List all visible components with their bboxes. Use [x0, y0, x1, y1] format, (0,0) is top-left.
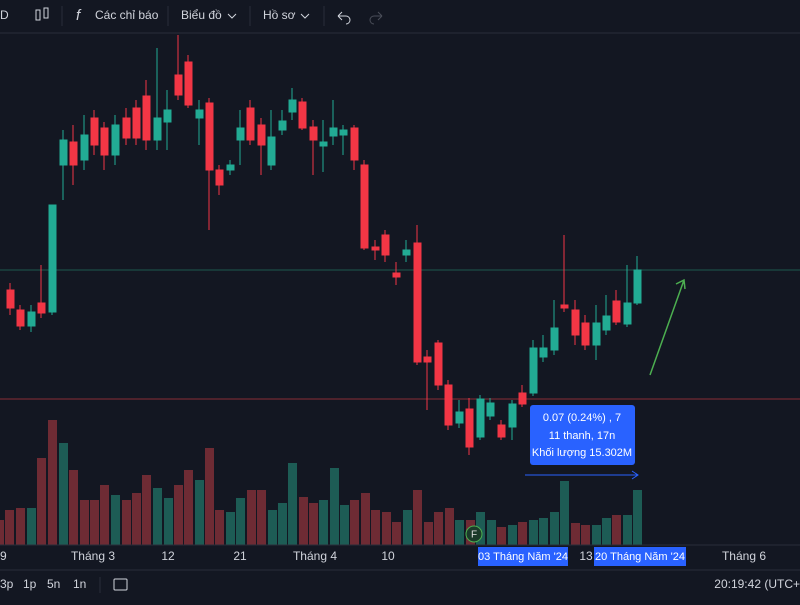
- candles-red: [6, 35, 621, 455]
- time-label: 12: [161, 549, 175, 563]
- event-marker-label[interactable]: F: [471, 530, 477, 541]
- volume-green: [27, 443, 642, 545]
- trend-arrow[interactable]: [649, 278, 686, 376]
- profile-button[interactable]: Hồ sơ: [263, 8, 296, 22]
- chart-button[interactable]: Biểu đồ: [181, 8, 222, 22]
- fx-icon[interactable]: f: [76, 7, 82, 24]
- date-highlight-label: 20 Tháng Năm '24: [595, 551, 685, 563]
- time-label: Tháng 4: [293, 549, 337, 563]
- tooltip-change: 0.07 (0.24%) , 7: [543, 412, 621, 424]
- time-label: 21: [233, 549, 247, 563]
- chevron: [227, 13, 237, 19]
- volume-red: [0, 420, 621, 545]
- time-label: Tháng 6: [722, 549, 766, 563]
- time-label: 9: [0, 549, 7, 563]
- range-arrow[interactable]: [525, 470, 639, 480]
- undo-button[interactable]: [337, 11, 351, 25]
- tooltip-bars: 11 thanh, 17n: [549, 430, 615, 442]
- date-highlight-label: 03 Tháng Năm '24: [478, 551, 568, 563]
- interval-button[interactable]: 5n: [47, 577, 60, 591]
- candles-green: [27, 48, 642, 440]
- interval-button[interactable]: 3p: [0, 577, 14, 591]
- event-marker[interactable]: [465, 525, 483, 543]
- date-highlight: [594, 547, 686, 566]
- redo-button[interactable]: [369, 11, 383, 25]
- chevron: [300, 13, 310, 19]
- time-label: Tháng 3: [71, 549, 115, 563]
- measure-tooltip: [530, 405, 635, 465]
- indicators-button[interactable]: Các chỉ báo: [95, 8, 159, 22]
- time-label: 10: [381, 549, 395, 563]
- tooltip-volume: Khối lượng 15.302M: [532, 447, 632, 459]
- time-label: 13: [579, 549, 593, 563]
- date-highlight: [478, 547, 568, 566]
- interval-button[interactable]: 1p: [23, 577, 37, 591]
- interval-button[interactable]: 1n: [73, 577, 86, 591]
- date-range-icon[interactable]: [113, 578, 128, 591]
- candle-icon[interactable]: [35, 7, 49, 21]
- toolbar: [0, 0, 800, 33]
- clock: 20:19:42 (UTC+: [714, 577, 800, 591]
- symbol[interactable]: D: [0, 8, 9, 22]
